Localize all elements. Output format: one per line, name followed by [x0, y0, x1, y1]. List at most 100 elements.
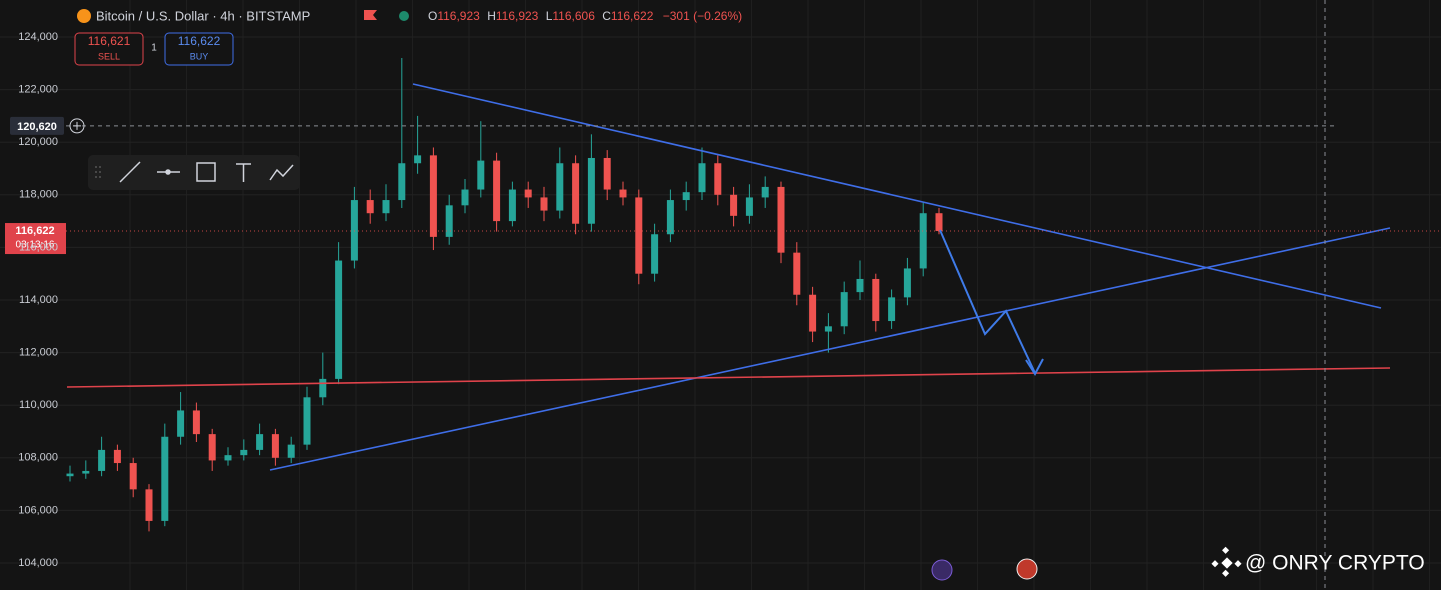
candle-body	[98, 449, 106, 471]
drawing-toolbar	[88, 155, 300, 190]
event-icons	[931, 558, 1038, 581]
legend-l-value: 116,606	[552, 9, 595, 23]
candle-body	[777, 186, 785, 253]
candle-body	[761, 186, 769, 198]
legend-c: C	[602, 9, 611, 23]
y-tick-label: 118,000	[19, 189, 58, 201]
legend-o: O	[428, 9, 437, 23]
path-tool[interactable]	[269, 164, 294, 181]
trend-line	[412, 83, 1382, 309]
add-alert-plus	[73, 121, 81, 130]
candle-body	[540, 197, 548, 211]
candle-body	[287, 444, 295, 458]
flag-icon	[364, 10, 377, 20]
sell-box[interactable]	[74, 32, 144, 66]
candle-body	[335, 260, 343, 379]
quantity: 1	[151, 43, 157, 54]
candle-body	[793, 252, 801, 295]
candle-body	[161, 436, 169, 521]
candle-body	[129, 463, 137, 490]
y-tick-label: 122,000	[18, 84, 58, 96]
vertical-grid	[129, 0, 1430, 590]
price-lines: 120,620 116,622 03:13:16	[5, 116, 1441, 255]
y-tick-label: 108,000	[18, 452, 58, 464]
candle-body	[824, 326, 832, 332]
buy-price: 116,622	[178, 34, 221, 48]
buy-box[interactable]	[164, 32, 234, 66]
buy-button[interactable]: 116,622 BUY	[164, 32, 234, 66]
event-icon[interactable]	[1016, 558, 1038, 580]
symbol-title: Bitcoin / U.S. Dollar · 4h · BITSTAMP	[96, 8, 310, 23]
candle-body	[82, 470, 90, 474]
status-dot	[399, 11, 409, 21]
candle-body	[477, 160, 485, 190]
legend-l: L	[546, 9, 553, 23]
candle-body	[919, 213, 927, 269]
countdown-label: 03:13:16	[16, 240, 55, 251]
candle-body	[651, 234, 659, 274]
candle-body	[240, 449, 248, 456]
last-price-label-bg	[5, 223, 66, 255]
candle-body	[587, 157, 595, 224]
y-tick-label: 114,000	[19, 294, 58, 306]
candle-body	[572, 163, 580, 224]
y-tick-label: 124,000	[18, 31, 58, 43]
add-alert-button	[69, 118, 85, 134]
candle-body	[809, 294, 817, 332]
candle-body	[698, 163, 706, 193]
btc-icon	[77, 9, 91, 23]
candle-body	[524, 189, 532, 198]
candle-body	[903, 268, 911, 298]
candle-body	[888, 297, 896, 322]
legend-h: H	[487, 9, 496, 23]
crosshair-label: 120,620	[17, 121, 57, 133]
y-tick-label: 110,000	[19, 399, 58, 411]
candle-body	[935, 213, 943, 232]
text-tool[interactable]	[236, 163, 251, 182]
candle-body	[382, 200, 390, 214]
candle-body	[619, 189, 627, 198]
candle-body	[145, 489, 153, 521]
sell-label: SELL	[98, 51, 120, 61]
sell-button[interactable]: 116,621 SELL	[74, 32, 144, 66]
support-line	[66, 367, 1391, 388]
candle-body	[872, 278, 880, 322]
projection-arrow	[1025, 358, 1044, 376]
sell-price: 116,621	[88, 34, 131, 48]
candle-body	[745, 197, 753, 216]
candle-body	[445, 205, 453, 237]
watermark-text: @ ONRY CRYPTO	[1245, 552, 1425, 575]
rect-tool[interactable]	[196, 162, 216, 182]
y-tick-label: 116,000	[19, 241, 58, 253]
candle-body	[303, 397, 311, 445]
last-price-label: 116,622	[15, 225, 54, 237]
candle-body	[398, 163, 406, 201]
line-tool[interactable]	[119, 161, 141, 183]
y-axis: 104,000 106,000 108,000 110,000 112,000 114,0…	[18, 31, 58, 569]
trend-line	[269, 227, 1391, 471]
candle-body	[224, 455, 232, 461]
y-tick-label: 104,000	[18, 557, 58, 569]
candle-body	[493, 160, 501, 222]
candle-body	[192, 410, 200, 435]
candle-body	[429, 155, 437, 237]
candles	[66, 58, 943, 532]
legend-o-value: 116,923	[437, 9, 480, 23]
candle-body	[635, 197, 643, 274]
projection-path	[939, 229, 1036, 374]
header: Bitcoin / U.S. Dollar · 4h · BITSTAMP O1…	[77, 8, 742, 23]
candle-body	[66, 473, 74, 477]
candle-body	[666, 200, 674, 235]
candle-body	[603, 157, 611, 190]
candle-body	[461, 189, 469, 206]
legend-change: −301 (−0.26%)	[663, 9, 742, 23]
event-icon[interactable]	[931, 559, 953, 581]
candle-body	[177, 410, 185, 437]
candle-body	[113, 449, 121, 464]
legend-c-value: 116,622	[611, 9, 654, 23]
buy-label: BUY	[190, 51, 209, 61]
candle-body	[271, 434, 279, 458]
